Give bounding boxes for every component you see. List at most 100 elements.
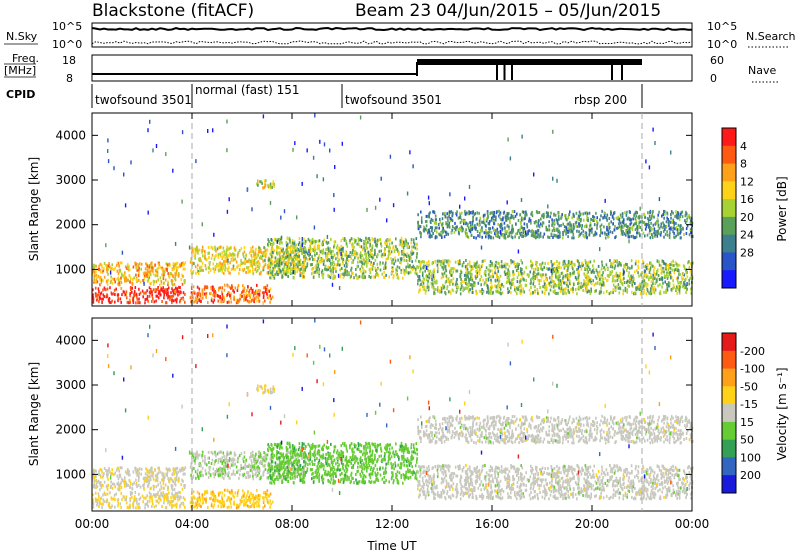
power-echo-cell (157, 291, 160, 295)
power-echo-cell (691, 235, 694, 238)
power-echo-cell (481, 288, 483, 291)
power-echo-cell (520, 289, 522, 293)
power-echo-cell (663, 274, 666, 278)
power-echo-cell (531, 266, 533, 270)
power-echo-cell (508, 227, 510, 231)
power-echo-cell (402, 268, 405, 272)
power-echo-cell (291, 239, 294, 243)
power-echo-cell (638, 221, 640, 225)
power-noise-cell (326, 234, 329, 239)
power-echo-cell (561, 213, 563, 217)
power-echo-cell (658, 260, 660, 264)
power-echo-cell (140, 267, 142, 271)
power-echo-cell (499, 287, 502, 291)
power-echo-cell (397, 274, 399, 278)
power-echo-cell (192, 250, 195, 254)
power-echo-cell (537, 272, 540, 276)
power-echo-cell (416, 252, 418, 256)
power-echo-cell (576, 229, 578, 233)
power-echo-cell (405, 239, 408, 243)
power-echo-cell (656, 268, 659, 272)
power-echo-cell (116, 261, 119, 265)
power-echo-cell (174, 272, 176, 276)
power-echo-cell (142, 279, 144, 282)
power-echo-cell (501, 291, 504, 295)
power-echo-cell (112, 277, 114, 281)
velocity-echo-cell (111, 497, 113, 501)
power-echo-cell (216, 262, 218, 266)
power-echo-cell (303, 260, 305, 263)
power-echo-cell (333, 243, 336, 247)
power-echo-cell (239, 297, 241, 301)
power-echo-cell (326, 255, 329, 259)
power-echo-cell (387, 257, 389, 260)
power-echo-cell (576, 225, 579, 229)
power-echo-cell (684, 214, 687, 218)
power-echo-cell (480, 226, 483, 230)
power-echo-cell (453, 267, 456, 271)
power-echo-cell (614, 225, 616, 229)
power-echo-cell (473, 226, 476, 230)
power-echo-cell (295, 249, 297, 253)
power-echo-cell (376, 238, 379, 242)
power-echo-cell (517, 271, 520, 275)
velocity-echo-cell (112, 497, 115, 501)
power-echo-cell (480, 290, 482, 293)
power-echo-cell (511, 210, 514, 213)
power-echo-cell (369, 245, 371, 249)
power-echo-cell (262, 252, 265, 256)
power-echo-cell (199, 269, 202, 273)
velocity-echo-cell (152, 493, 155, 497)
power-echo-cell (346, 264, 348, 268)
power-noise-cell (468, 184, 471, 189)
power-echo-cell (629, 281, 631, 284)
power-noise-cell (262, 114, 265, 119)
power-echo-cell (218, 286, 220, 290)
power-echo-cell (429, 233, 431, 237)
power-echo-cell (425, 278, 428, 282)
power-echo-cell (444, 267, 447, 270)
power-echo-cell (520, 216, 523, 220)
power-echo-cell (606, 267, 609, 271)
power-echo-cell (287, 252, 289, 256)
power-echo-cell (677, 263, 680, 267)
power-echo-cell (465, 281, 467, 285)
power-echo-cell (497, 232, 499, 236)
power-echo-cell (263, 254, 266, 258)
power-echo-cell (232, 297, 235, 301)
power-echo-cell (131, 281, 133, 285)
power-echo-cell (301, 241, 304, 245)
power-echo-cell (449, 217, 452, 221)
power-echo-cell (213, 288, 215, 292)
power-echo-cell (468, 212, 471, 216)
velocity-echo-cell (108, 505, 111, 509)
power-echo-cell (623, 232, 626, 236)
power-echo-cell (676, 279, 679, 283)
power-echo-cell (357, 239, 360, 243)
power-echo-cell (152, 297, 154, 301)
power-echo-cell (672, 286, 674, 290)
power-echo-cell (644, 227, 647, 231)
velocity-echo-cell (150, 493, 152, 496)
power-echo-cell (538, 282, 541, 286)
power-echo-cell (607, 232, 610, 236)
power-echo-cell (422, 280, 425, 284)
power-echo-cell (416, 247, 419, 251)
noise-search-trace (91, 40, 693, 45)
power-echo-cell (161, 266, 163, 270)
power-echo-cell (198, 248, 201, 252)
power-echo-cell (476, 271, 479, 275)
power-echo-cell (556, 235, 559, 239)
power-echo-cell (148, 275, 151, 279)
power-echo-cell (138, 287, 140, 291)
power-echo-cell (469, 264, 471, 268)
power-echo-cell (294, 245, 296, 248)
velocity-echo-cell (178, 497, 181, 501)
power-echo-cell (154, 288, 156, 292)
power-echo-cell (650, 284, 653, 288)
power-echo-cell (105, 279, 108, 283)
power-noise-cell (323, 142, 326, 147)
power-echo-cell (522, 210, 525, 214)
power-echo-cell (290, 244, 292, 248)
power-echo-cell (510, 228, 513, 232)
